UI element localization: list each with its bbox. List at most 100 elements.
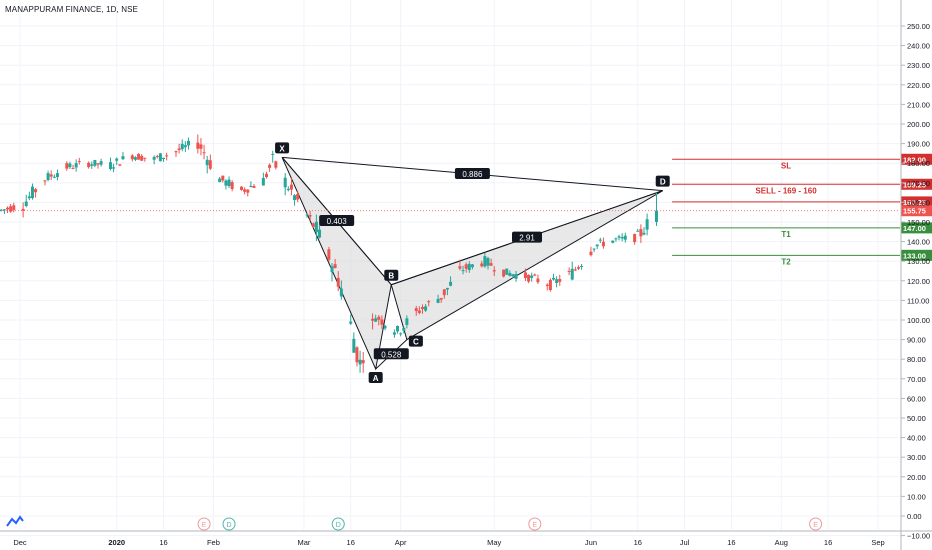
candle-body bbox=[165, 155, 169, 157]
dividend-marker-icon[interactable] bbox=[222, 517, 236, 531]
candle-body bbox=[489, 263, 493, 266]
price-tick-label: 140.00 bbox=[907, 238, 930, 247]
pattern-point-d-badge[interactable] bbox=[655, 175, 670, 187]
price-tick-label: −10.00 bbox=[907, 532, 930, 541]
candle-body bbox=[595, 244, 599, 247]
ratio-badge[interactable] bbox=[512, 231, 542, 243]
candle-body bbox=[436, 298, 440, 303]
earnings-marker-icon[interactable] bbox=[809, 517, 823, 531]
price-tick-label: 220.00 bbox=[907, 81, 930, 90]
time-tick-label: Sep bbox=[871, 538, 884, 547]
candle-body bbox=[598, 239, 602, 241]
candle-body bbox=[2, 209, 6, 211]
candle-body bbox=[158, 153, 162, 162]
candle-body bbox=[243, 189, 247, 192]
price-tick-label: 200.00 bbox=[907, 120, 930, 129]
ratio-badge[interactable] bbox=[373, 348, 409, 360]
level-price-tag-label: 160.25 bbox=[903, 198, 926, 207]
candle-body bbox=[12, 205, 16, 211]
candle-body bbox=[43, 180, 47, 182]
level-price-tag[interactable] bbox=[901, 222, 932, 234]
candle-body bbox=[639, 229, 643, 237]
price-tick-label: 180.00 bbox=[907, 159, 930, 168]
candle-body bbox=[536, 278, 540, 283]
pattern-point-a-badge[interactable] bbox=[368, 372, 383, 383]
candle-body bbox=[614, 238, 618, 240]
price-axis[interactable]: −10.00 0.00 10.00 20.00 30.00 40.00 50.00 60.00… bbox=[900, 0, 930, 550]
candle-body bbox=[9, 206, 13, 212]
pattern-point-x-badge[interactable] bbox=[275, 142, 290, 154]
tradingview-logo-icon[interactable] bbox=[6, 514, 24, 528]
pattern-point-b-badge[interactable] bbox=[384, 269, 399, 281]
candle-body bbox=[405, 318, 409, 325]
pattern-triangle-xab bbox=[281, 156, 392, 371]
candle-body bbox=[115, 158, 119, 161]
candle-body bbox=[0, 209, 3, 211]
event-marker-letter: D bbox=[336, 522, 341, 529]
candle-body bbox=[202, 152, 206, 154]
time-tick-label: Dec bbox=[13, 538, 27, 547]
level-price-tag[interactable] bbox=[901, 178, 932, 190]
last-price-tag[interactable] bbox=[901, 205, 932, 217]
candle-body bbox=[118, 164, 122, 166]
candle-body bbox=[34, 189, 38, 193]
ratio-badge[interactable] bbox=[454, 167, 490, 179]
candle-body bbox=[218, 178, 222, 183]
candle-body bbox=[611, 240, 615, 243]
level-price-tag-label: 133.00 bbox=[903, 251, 926, 260]
earnings-marker-icon[interactable] bbox=[528, 517, 542, 531]
candle-body bbox=[414, 308, 418, 312]
candle-body bbox=[180, 143, 184, 150]
candle-body bbox=[333, 264, 337, 268]
level-price-tag[interactable] bbox=[901, 153, 932, 165]
price-tick-label: 30.00 bbox=[907, 453, 926, 462]
candle-body bbox=[296, 193, 300, 200]
price-tick-label: 120.00 bbox=[907, 277, 930, 286]
candle-body bbox=[52, 176, 56, 178]
candle-body bbox=[137, 153, 141, 160]
candle-body bbox=[121, 156, 125, 160]
candle-body bbox=[402, 327, 406, 331]
candle-body bbox=[352, 338, 356, 353]
price-tick-label: 10.00 bbox=[907, 492, 926, 501]
pattern-point-c-badge[interactable] bbox=[408, 335, 423, 347]
candle-body bbox=[424, 306, 428, 311]
candle-body bbox=[74, 163, 78, 168]
price-levels[interactable]: SL 182.00 SELL - 169 - 160 169.25 160.25 T1 14… bbox=[0, 153, 932, 267]
candle-body bbox=[530, 275, 534, 278]
ratio-label: 0.403 bbox=[327, 217, 348, 226]
candle-body bbox=[396, 325, 400, 332]
price-tick-label: 130.00 bbox=[907, 257, 930, 266]
candle-body bbox=[108, 162, 112, 169]
ratio-label: 2.91 bbox=[519, 234, 535, 243]
candle-body bbox=[505, 268, 509, 275]
candle-body bbox=[24, 201, 28, 207]
event-marker-letter: E bbox=[202, 522, 207, 529]
price-tick-label: 80.00 bbox=[907, 355, 926, 364]
level-price-tag[interactable] bbox=[901, 249, 932, 261]
dividend-marker-icon[interactable] bbox=[331, 517, 345, 531]
pattern-point-b-label: B bbox=[388, 272, 394, 281]
candle-body bbox=[642, 232, 646, 235]
time-axis[interactable]: Dec 2020 16 Feb Mar 16 Apr May Jun 16 Jul 16 Aug 16 Se… bbox=[0, 530, 932, 547]
candle-body bbox=[133, 157, 137, 160]
ratio-label: 0.886 bbox=[462, 170, 483, 179]
candle-body bbox=[527, 274, 531, 282]
price-tick-label: 150.00 bbox=[907, 218, 930, 227]
candle-body bbox=[654, 210, 658, 222]
candle-body bbox=[330, 266, 334, 273]
ratio-badge[interactable] bbox=[319, 215, 355, 227]
candle-body bbox=[336, 277, 340, 287]
candle-body bbox=[174, 151, 178, 153]
level-price-tag[interactable] bbox=[901, 196, 932, 208]
earnings-marker-icon[interactable] bbox=[197, 517, 211, 531]
time-tick-label: Mar bbox=[297, 538, 310, 547]
pattern-triangle-bcd bbox=[390, 190, 663, 341]
candle-body bbox=[49, 174, 53, 177]
candle-body bbox=[442, 289, 446, 296]
candle-body bbox=[252, 186, 256, 188]
harmonic-pattern[interactable] bbox=[281, 156, 663, 371]
candle-body bbox=[464, 264, 468, 269]
